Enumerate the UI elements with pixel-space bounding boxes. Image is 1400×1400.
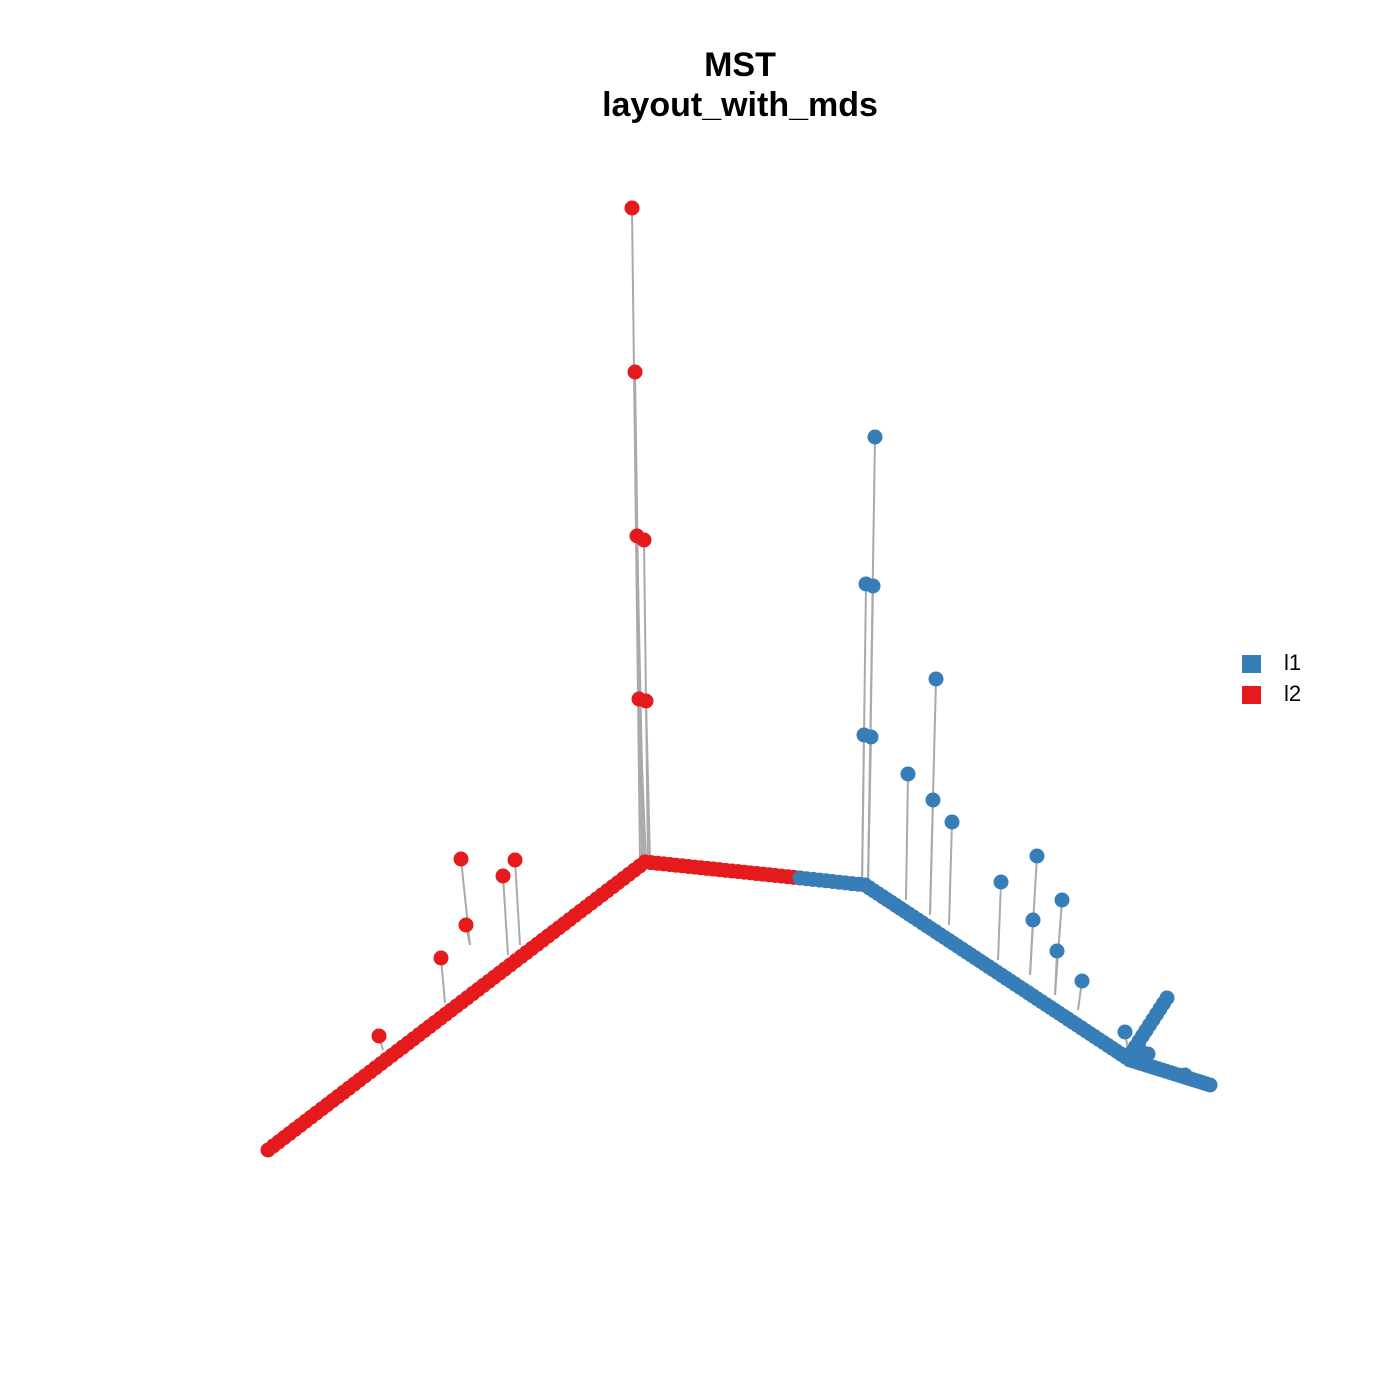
node [867, 429, 883, 445]
node [1074, 973, 1090, 989]
title-line-1: MST [704, 46, 776, 84]
node [458, 917, 474, 933]
edge [948, 821, 953, 926]
node [495, 868, 511, 884]
edge [1029, 919, 1034, 976]
node [453, 851, 469, 867]
edge [929, 799, 934, 916]
node [433, 950, 449, 966]
node [1159, 990, 1175, 1006]
node [1029, 848, 1045, 864]
node [627, 364, 643, 380]
node [636, 532, 652, 548]
node [1202, 1077, 1218, 1093]
node [1132, 1042, 1148, 1058]
node [993, 874, 1009, 890]
node [1117, 1024, 1133, 1040]
edges [378, 207, 1129, 1051]
edge [905, 773, 909, 901]
nodes [260, 200, 1218, 1158]
node [507, 852, 523, 868]
legend-label: l1 [1284, 650, 1301, 675]
edge [867, 736, 872, 886]
node [1054, 892, 1070, 908]
edge [638, 698, 647, 861]
node [900, 766, 916, 782]
node [1049, 943, 1065, 959]
node [863, 729, 879, 745]
legend-swatch [1242, 655, 1261, 673]
edge [861, 734, 865, 886]
edge [645, 700, 651, 861]
legend-swatch [1242, 686, 1261, 704]
node [928, 671, 944, 687]
node [944, 814, 960, 830]
edge [997, 881, 1002, 961]
legend-label: l2 [1284, 681, 1301, 706]
edge [514, 859, 521, 946]
node [624, 200, 640, 216]
node [1025, 912, 1041, 928]
node [371, 1028, 387, 1044]
node [1177, 1067, 1193, 1083]
title-line-2: layout_with_mds [602, 86, 878, 124]
node [925, 792, 941, 808]
edge [502, 875, 509, 956]
edge [440, 957, 446, 1004]
node [865, 578, 881, 594]
node [638, 693, 654, 709]
